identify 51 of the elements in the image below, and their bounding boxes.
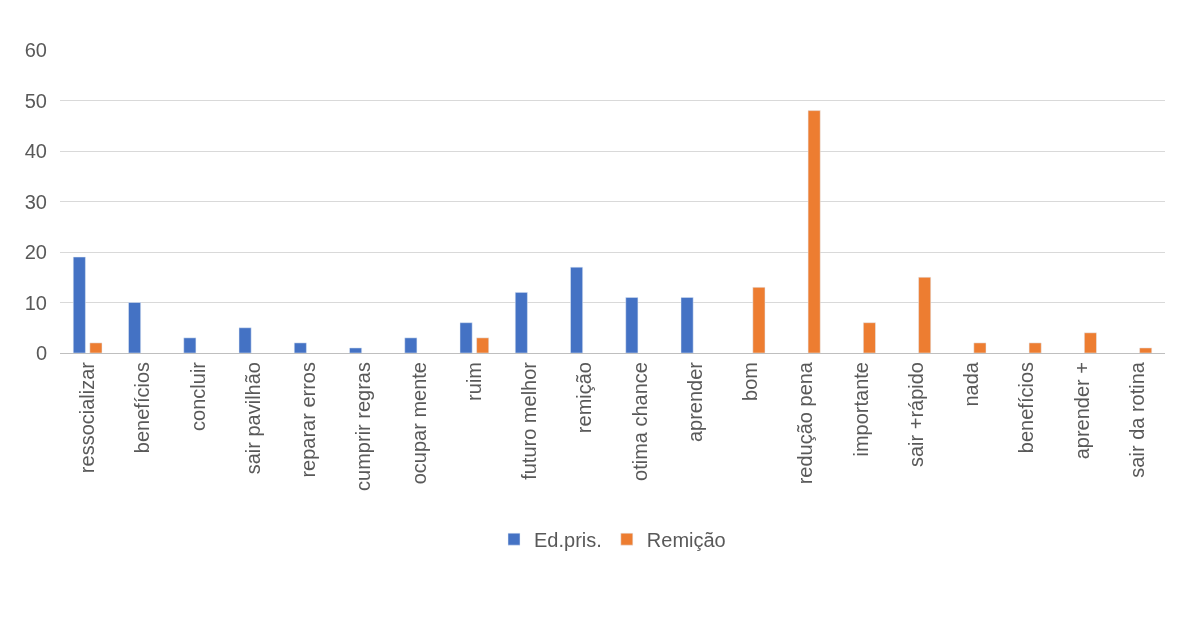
y-tick-label: 30 [24, 190, 47, 213]
x-tick-label: cumprir regras [352, 362, 375, 491]
x-tick-label: nada [960, 361, 983, 407]
bar [404, 337, 418, 353]
y-tick-label: 40 [24, 140, 47, 162]
x-tick-label: ruim [462, 362, 485, 401]
y-tick-label: 20 [24, 241, 47, 263]
bar [863, 322, 876, 353]
bar [294, 342, 307, 353]
bar [1084, 332, 1097, 353]
x-tick-label: futuro melhor [518, 361, 541, 480]
legend-label: Remição [646, 528, 726, 551]
bar [459, 322, 473, 353]
bar [89, 342, 103, 353]
x-tick-label: redução pena [794, 361, 817, 485]
x-tick-label: bom [739, 362, 762, 401]
bar [128, 302, 141, 353]
bar [476, 337, 489, 353]
y-tick-label: 10 [24, 291, 47, 314]
x-tick-label: importante [849, 362, 872, 457]
bar [625, 297, 639, 353]
x-tick-label: sair +rápido [904, 362, 927, 468]
x-tick-label: reparar erros [297, 362, 320, 478]
x-tick-label: sair da rotina [1125, 361, 1148, 478]
y-tick-label: 50 [24, 89, 47, 112]
x-tick-label: aprender + [1070, 362, 1093, 460]
x-tick-label: benefícios [131, 362, 154, 454]
bar [570, 266, 583, 353]
bar [752, 287, 766, 353]
legend-label: Ed.pris. [534, 528, 602, 551]
bar [807, 110, 821, 353]
x-tick-label: otima chance [628, 362, 651, 481]
bar [680, 297, 694, 353]
x-tick-label: ressocializar [76, 361, 99, 474]
bar [918, 277, 931, 353]
bar [1028, 342, 1042, 353]
x-tick-label: aprender [683, 361, 706, 443]
bar [349, 347, 362, 353]
x-tick-label: concluir [186, 361, 209, 431]
y-tick-label: 0 [35, 342, 47, 364]
bar [973, 342, 987, 353]
y-tick-label: 60 [24, 39, 47, 61]
x-tick-label: ocupar mente [407, 362, 430, 485]
bar [73, 256, 86, 353]
bar [238, 327, 252, 353]
x-tick-label: remição [573, 362, 596, 434]
bar [515, 292, 528, 353]
bar [1139, 347, 1152, 353]
x-tick-label: sair pavilhão [241, 362, 264, 475]
x-tick-label: benefícios [1015, 362, 1038, 454]
bar [183, 337, 197, 353]
